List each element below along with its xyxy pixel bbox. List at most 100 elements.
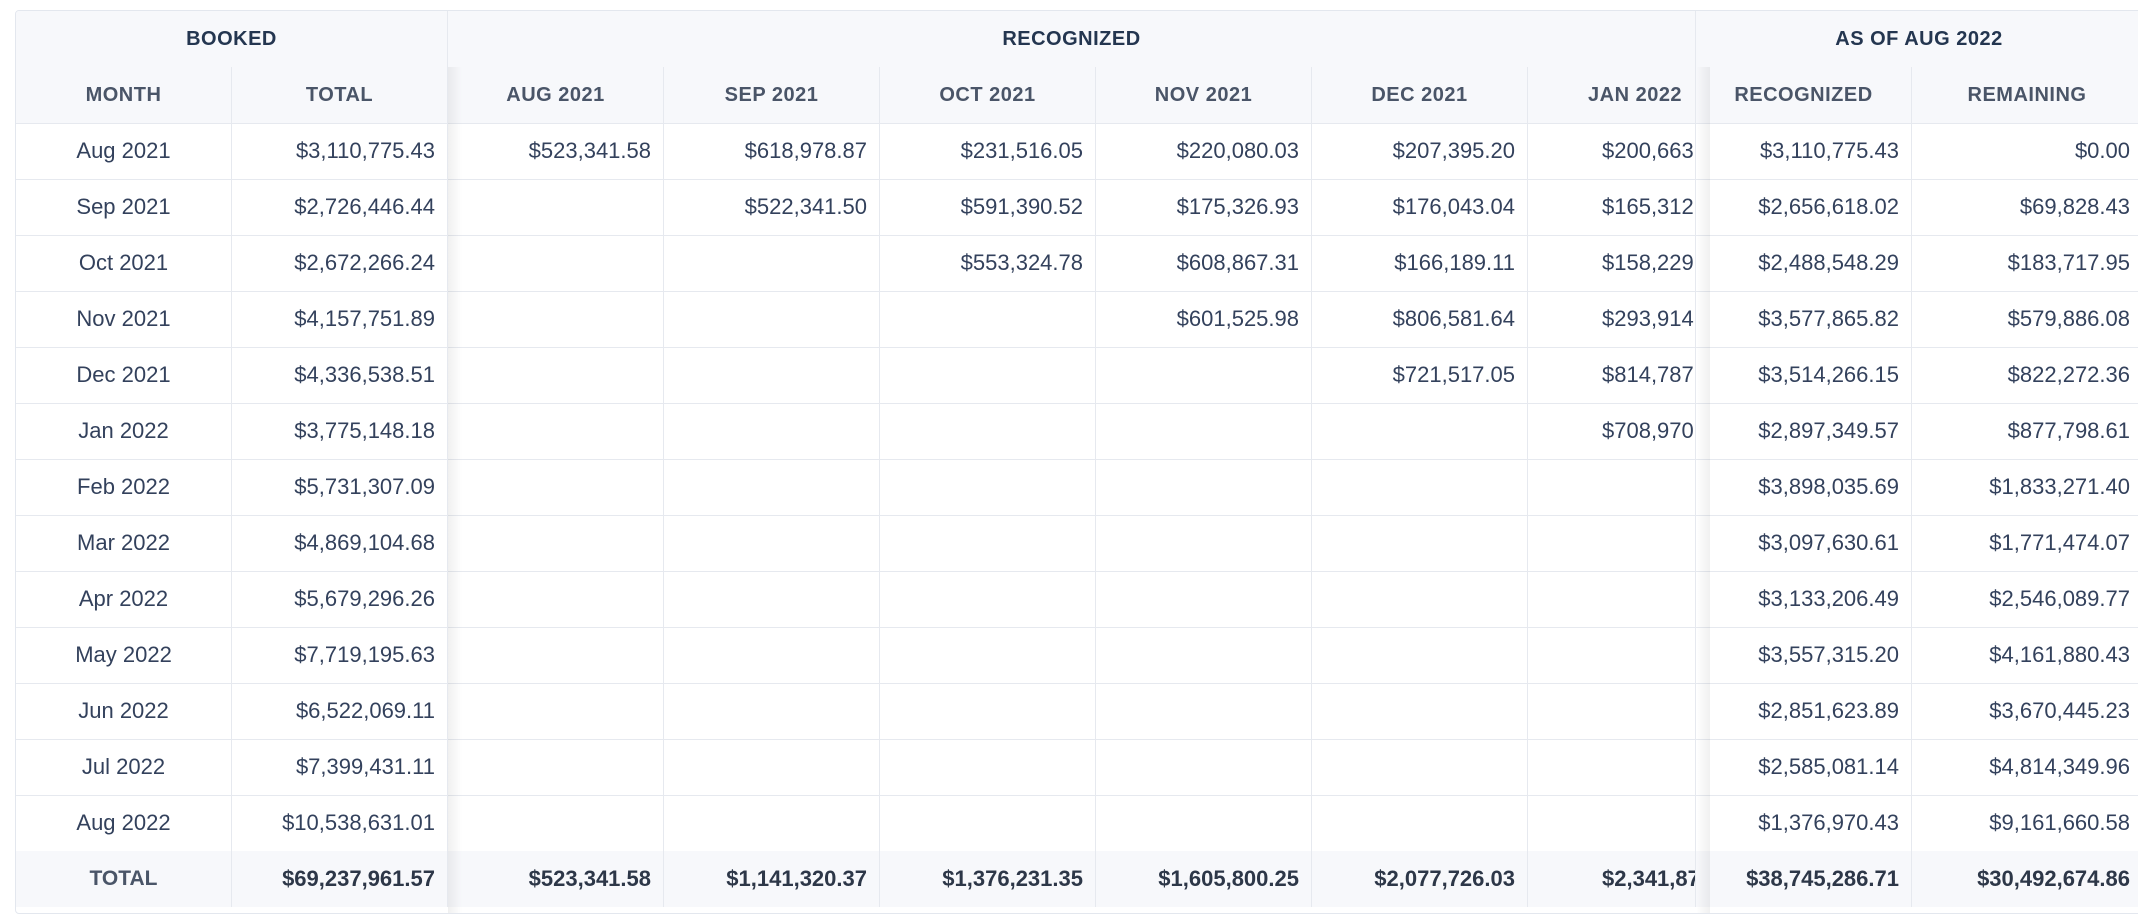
recognized-period-cell bbox=[448, 627, 664, 683]
recognized-period-cell bbox=[448, 683, 664, 739]
remaining-cell: $9,161,660.58 bbox=[1989, 810, 2130, 835]
recognized-to-date-cell: $2,897,349.57 bbox=[1696, 403, 1912, 459]
col-period[interactable]: AUG 2021 bbox=[448, 67, 664, 123]
col-period[interactable]: JAN 2022 bbox=[1528, 67, 1696, 123]
month-cell: Oct 2021 bbox=[16, 235, 232, 291]
booked-total-cell: $4,869,104.68 bbox=[232, 515, 448, 571]
col-total[interactable]: TOTAL bbox=[232, 67, 448, 123]
recognized-period-cell bbox=[1312, 627, 1528, 683]
col-month[interactable]: MONTH bbox=[16, 67, 232, 123]
table-row[interactable]: May 2022 $7,719,195.63 $3,557,315.20 $4,161… bbox=[16, 627, 2138, 684]
recognized-period-cell bbox=[1528, 459, 1696, 515]
recognized-period-cell: $591,390.52 bbox=[880, 179, 1096, 235]
col-remaining[interactable]: REMAINING bbox=[1967, 83, 2087, 106]
remaining-cell: $4,814,349.96 bbox=[1989, 754, 2130, 779]
recognized-to-date-cell: $3,577,865.82 bbox=[1696, 291, 1912, 347]
remaining-cell: $1,771,474.07 bbox=[1989, 530, 2130, 555]
table-row[interactable]: Aug 2021 $3,110,775.43 $523,341.58 $618,978… bbox=[16, 123, 2138, 180]
booked-total-cell: $69,237,961.57 bbox=[232, 851, 448, 907]
col-period[interactable]: SEP 2021 bbox=[664, 67, 880, 123]
recognized-period-cell bbox=[880, 291, 1096, 347]
recognized-to-date-cell: $3,898,035.69 bbox=[1696, 459, 1912, 515]
column-header-row: MONTH TOTAL AUG 2021 SEP 2021 OCT 2021 N… bbox=[16, 67, 2138, 124]
remaining-cell: $3,670,445.23 bbox=[1989, 698, 2130, 723]
recognized-to-date-cell: $3,110,775.43 bbox=[1696, 123, 1912, 179]
group-header-row: BOOKED RECOGNIZED AS OF AUG 2022 bbox=[16, 11, 2138, 68]
table-row[interactable]: Dec 2021 $4,336,538.51 $721,517.05 $814,787… bbox=[16, 347, 2138, 404]
recognized-period-cell: $1,605,800.25 bbox=[1096, 851, 1312, 907]
booked-total-cell: $3,110,775.43 bbox=[232, 123, 448, 179]
recognized-period-cell bbox=[1096, 795, 1312, 851]
recognized-period-cell bbox=[1312, 571, 1528, 627]
booked-total-cell: $2,672,266.24 bbox=[232, 235, 448, 291]
recognized-to-date-cell: $2,585,081.14 bbox=[1696, 739, 1912, 795]
recognized-period-cell bbox=[1096, 683, 1312, 739]
totals-row[interactable]: TOTAL $69,237,961.57 $523,341.58 $1,141,320… bbox=[16, 851, 2138, 907]
recognized-period-cell bbox=[1096, 515, 1312, 571]
booked-total-cell: $2,726,446.44 bbox=[232, 179, 448, 235]
booked-total-cell: $7,719,195.63 bbox=[232, 627, 448, 683]
recognized-period-cell bbox=[664, 459, 880, 515]
remaining-cell: $0.00 bbox=[2074, 138, 2130, 163]
recognized-period-cell: $523,341.58 bbox=[448, 851, 664, 907]
table-row[interactable]: Jun 2022 $6,522,069.11 $2,851,623.89 $3,670… bbox=[16, 683, 2138, 740]
recognized-period-cell bbox=[448, 347, 664, 403]
table-row[interactable]: Jul 2022 $7,399,431.11 $2,585,081.14 $4,814… bbox=[16, 739, 2138, 796]
month-cell: Jul 2022 bbox=[16, 739, 232, 795]
recognized-period-cell bbox=[664, 739, 880, 795]
recognized-period-cell bbox=[1528, 795, 1696, 851]
table-row[interactable]: Feb 2022 $5,731,307.09 $3,898,035.69 $1,833… bbox=[16, 459, 2138, 516]
recognized-period-cell bbox=[1096, 739, 1312, 795]
recognized-period-cell bbox=[664, 795, 880, 851]
remaining-cell: $579,886.08 bbox=[2007, 306, 2130, 331]
remaining-cell: $183,717.95 bbox=[2007, 250, 2130, 275]
recognized-period-cell bbox=[1312, 683, 1528, 739]
recognized-period-cell bbox=[1312, 795, 1528, 851]
recognized-period-cell: $721,517.05 bbox=[1312, 347, 1528, 403]
recognized-period-cell: $618,978.87 bbox=[664, 123, 880, 179]
recognized-period-cell: $2,077,726.03 bbox=[1312, 851, 1528, 907]
recognized-period-cell: $231,516.05 bbox=[880, 123, 1096, 179]
recognized-period-cell bbox=[880, 403, 1096, 459]
table-row[interactable]: Jan 2022 $3,775,148.18 $708,970 $2,897,349.… bbox=[16, 403, 2138, 460]
month-cell: Dec 2021 bbox=[16, 347, 232, 403]
recognized-period-cell bbox=[1096, 571, 1312, 627]
table-row[interactable]: Aug 2022 $10,538,631.01 $1,376,970.43 $9,16… bbox=[16, 795, 2138, 852]
recognized-period-cell bbox=[880, 683, 1096, 739]
recognized-to-date-cell: $3,133,206.49 bbox=[1696, 571, 1912, 627]
col-period[interactable]: DEC 2021 bbox=[1312, 67, 1528, 123]
recognized-period-cell: $1,141,320.37 bbox=[664, 851, 880, 907]
recognized-period-cell: $207,395.20 bbox=[1312, 123, 1528, 179]
recognized-period-cell: $522,341.50 bbox=[664, 179, 880, 235]
month-cell: Sep 2021 bbox=[16, 179, 232, 235]
table-row[interactable]: Sep 2021 $2,726,446.44 $522,341.50 $591,390… bbox=[16, 179, 2138, 236]
month-cell: May 2022 bbox=[16, 627, 232, 683]
recognized-period-cell bbox=[880, 627, 1096, 683]
recognized-period-cell bbox=[1528, 739, 1696, 795]
recognized-period-cell bbox=[1312, 739, 1528, 795]
table-row[interactable]: Mar 2022 $4,869,104.68 $3,097,630.61 $1,771… bbox=[16, 515, 2138, 572]
col-period[interactable]: OCT 2021 bbox=[880, 67, 1096, 123]
recognized-to-date-cell: $1,376,970.43 bbox=[1696, 795, 1912, 851]
recognized-period-cell: $814,787 bbox=[1528, 347, 1696, 403]
month-cell: Jun 2022 bbox=[16, 683, 232, 739]
month-cell: Jan 2022 bbox=[16, 403, 232, 459]
col-period[interactable]: NOV 2021 bbox=[1096, 67, 1312, 123]
recognized-period-cell: $523,341.58 bbox=[448, 123, 664, 179]
month-cell: Apr 2022 bbox=[16, 571, 232, 627]
month-cell: Aug 2022 bbox=[16, 795, 232, 851]
table-row[interactable]: Oct 2021 $2,672,266.24 $553,324.78 $608,867… bbox=[16, 235, 2138, 292]
revenue-recognition-table: BOOKED RECOGNIZED AS OF AUG 2022 MONTH T… bbox=[15, 10, 2138, 914]
remaining-cell: $30,492,674.86 bbox=[1977, 866, 2130, 891]
month-cell: Mar 2022 bbox=[16, 515, 232, 571]
group-booked: BOOKED bbox=[16, 11, 448, 67]
recognized-period-cell bbox=[448, 739, 664, 795]
recognized-period-cell bbox=[448, 459, 664, 515]
booked-total-cell: $5,679,296.26 bbox=[232, 571, 448, 627]
month-cell: Nov 2021 bbox=[16, 291, 232, 347]
recognized-to-date-cell: $3,097,630.61 bbox=[1696, 515, 1912, 571]
table-row[interactable]: Apr 2022 $5,679,296.26 $3,133,206.49 $2,546… bbox=[16, 571, 2138, 628]
col-recognized[interactable]: RECOGNIZED bbox=[1696, 67, 1912, 123]
recognized-period-cell bbox=[664, 235, 880, 291]
table-row[interactable]: Nov 2021 $4,157,751.89 $601,525.98 $806,581… bbox=[16, 291, 2138, 348]
